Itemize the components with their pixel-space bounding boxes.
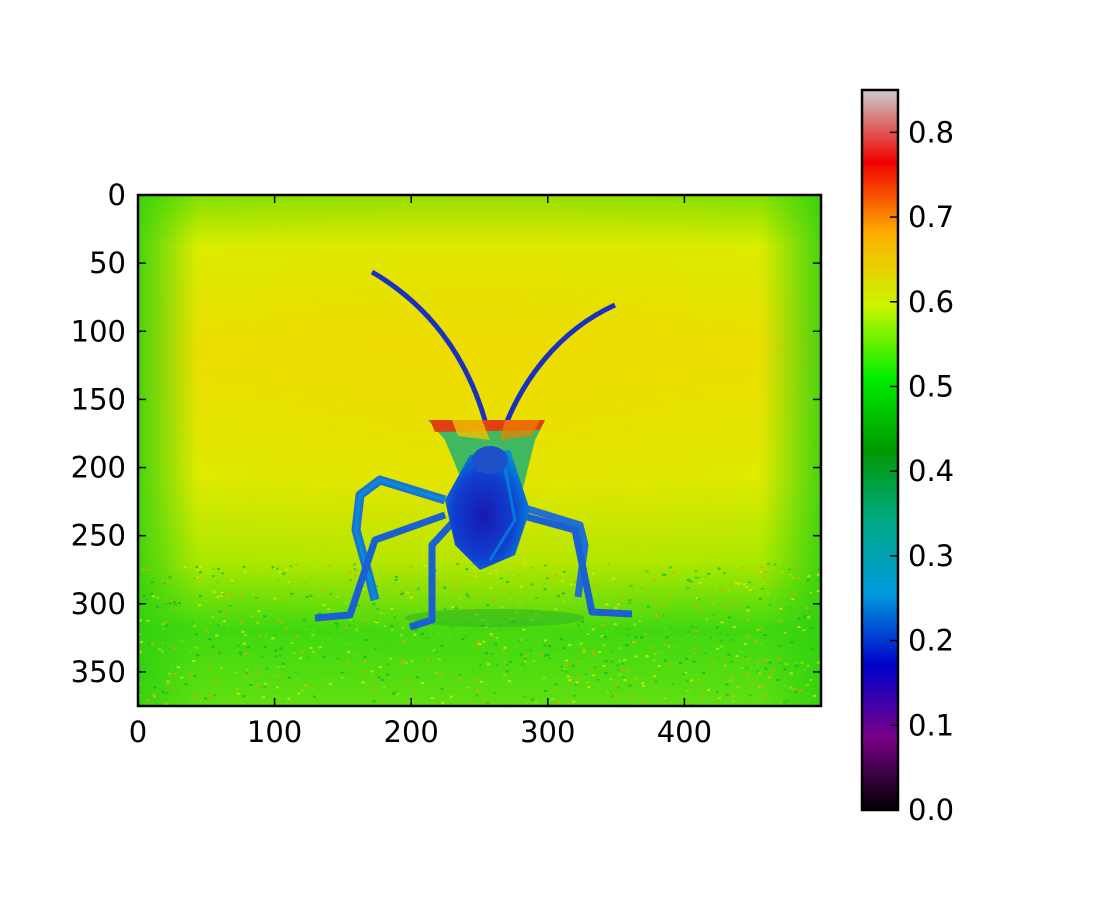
x-tick-label: 0 [129, 715, 147, 749]
y-tick-label: 100 [71, 314, 126, 348]
colorbar-tick-label: 0.2 [908, 624, 954, 658]
colorbar-tick-label: 0.5 [908, 369, 954, 403]
colorbar-tick-label: 0.1 [908, 708, 954, 742]
colorbar [860, 88, 900, 812]
x-tick-label: 100 [247, 715, 302, 749]
x-tick-label: 400 [657, 715, 712, 749]
y-tick-label: 50 [89, 246, 126, 280]
colorbar-axis: 0.0 0.1 0.2 0.3 0.4 0.5 0.6 0.7 0.8 [890, 115, 954, 827]
colorbar-tick-label: 0.8 [908, 115, 954, 149]
colorbar-tick-label: 0.4 [908, 454, 954, 488]
y-tick-label: 350 [71, 655, 126, 689]
insect [314, 269, 633, 631]
colorbar-tick-label: 0.3 [908, 539, 954, 573]
plot-frame [136, 193, 823, 708]
y-axis: 0 50 100 150 200 250 300 350 [71, 178, 821, 689]
x-tick-label: 300 [520, 715, 575, 749]
colorbar-tick-label: 0.6 [908, 285, 954, 319]
x-axis: 0 100 200 300 400 [129, 195, 712, 749]
colorbar-tick-label: 0.7 [908, 200, 954, 234]
y-tick-label: 150 [71, 382, 126, 416]
y-tick-label: 200 [71, 451, 126, 485]
x-tick-label: 200 [384, 715, 439, 749]
y-tick-label: 300 [71, 587, 126, 621]
colorbar-tick-label: 0.0 [908, 793, 954, 827]
y-tick-label: 250 [71, 519, 126, 553]
y-tick-label: 0 [108, 178, 126, 212]
heatmap-image [138, 195, 821, 706]
